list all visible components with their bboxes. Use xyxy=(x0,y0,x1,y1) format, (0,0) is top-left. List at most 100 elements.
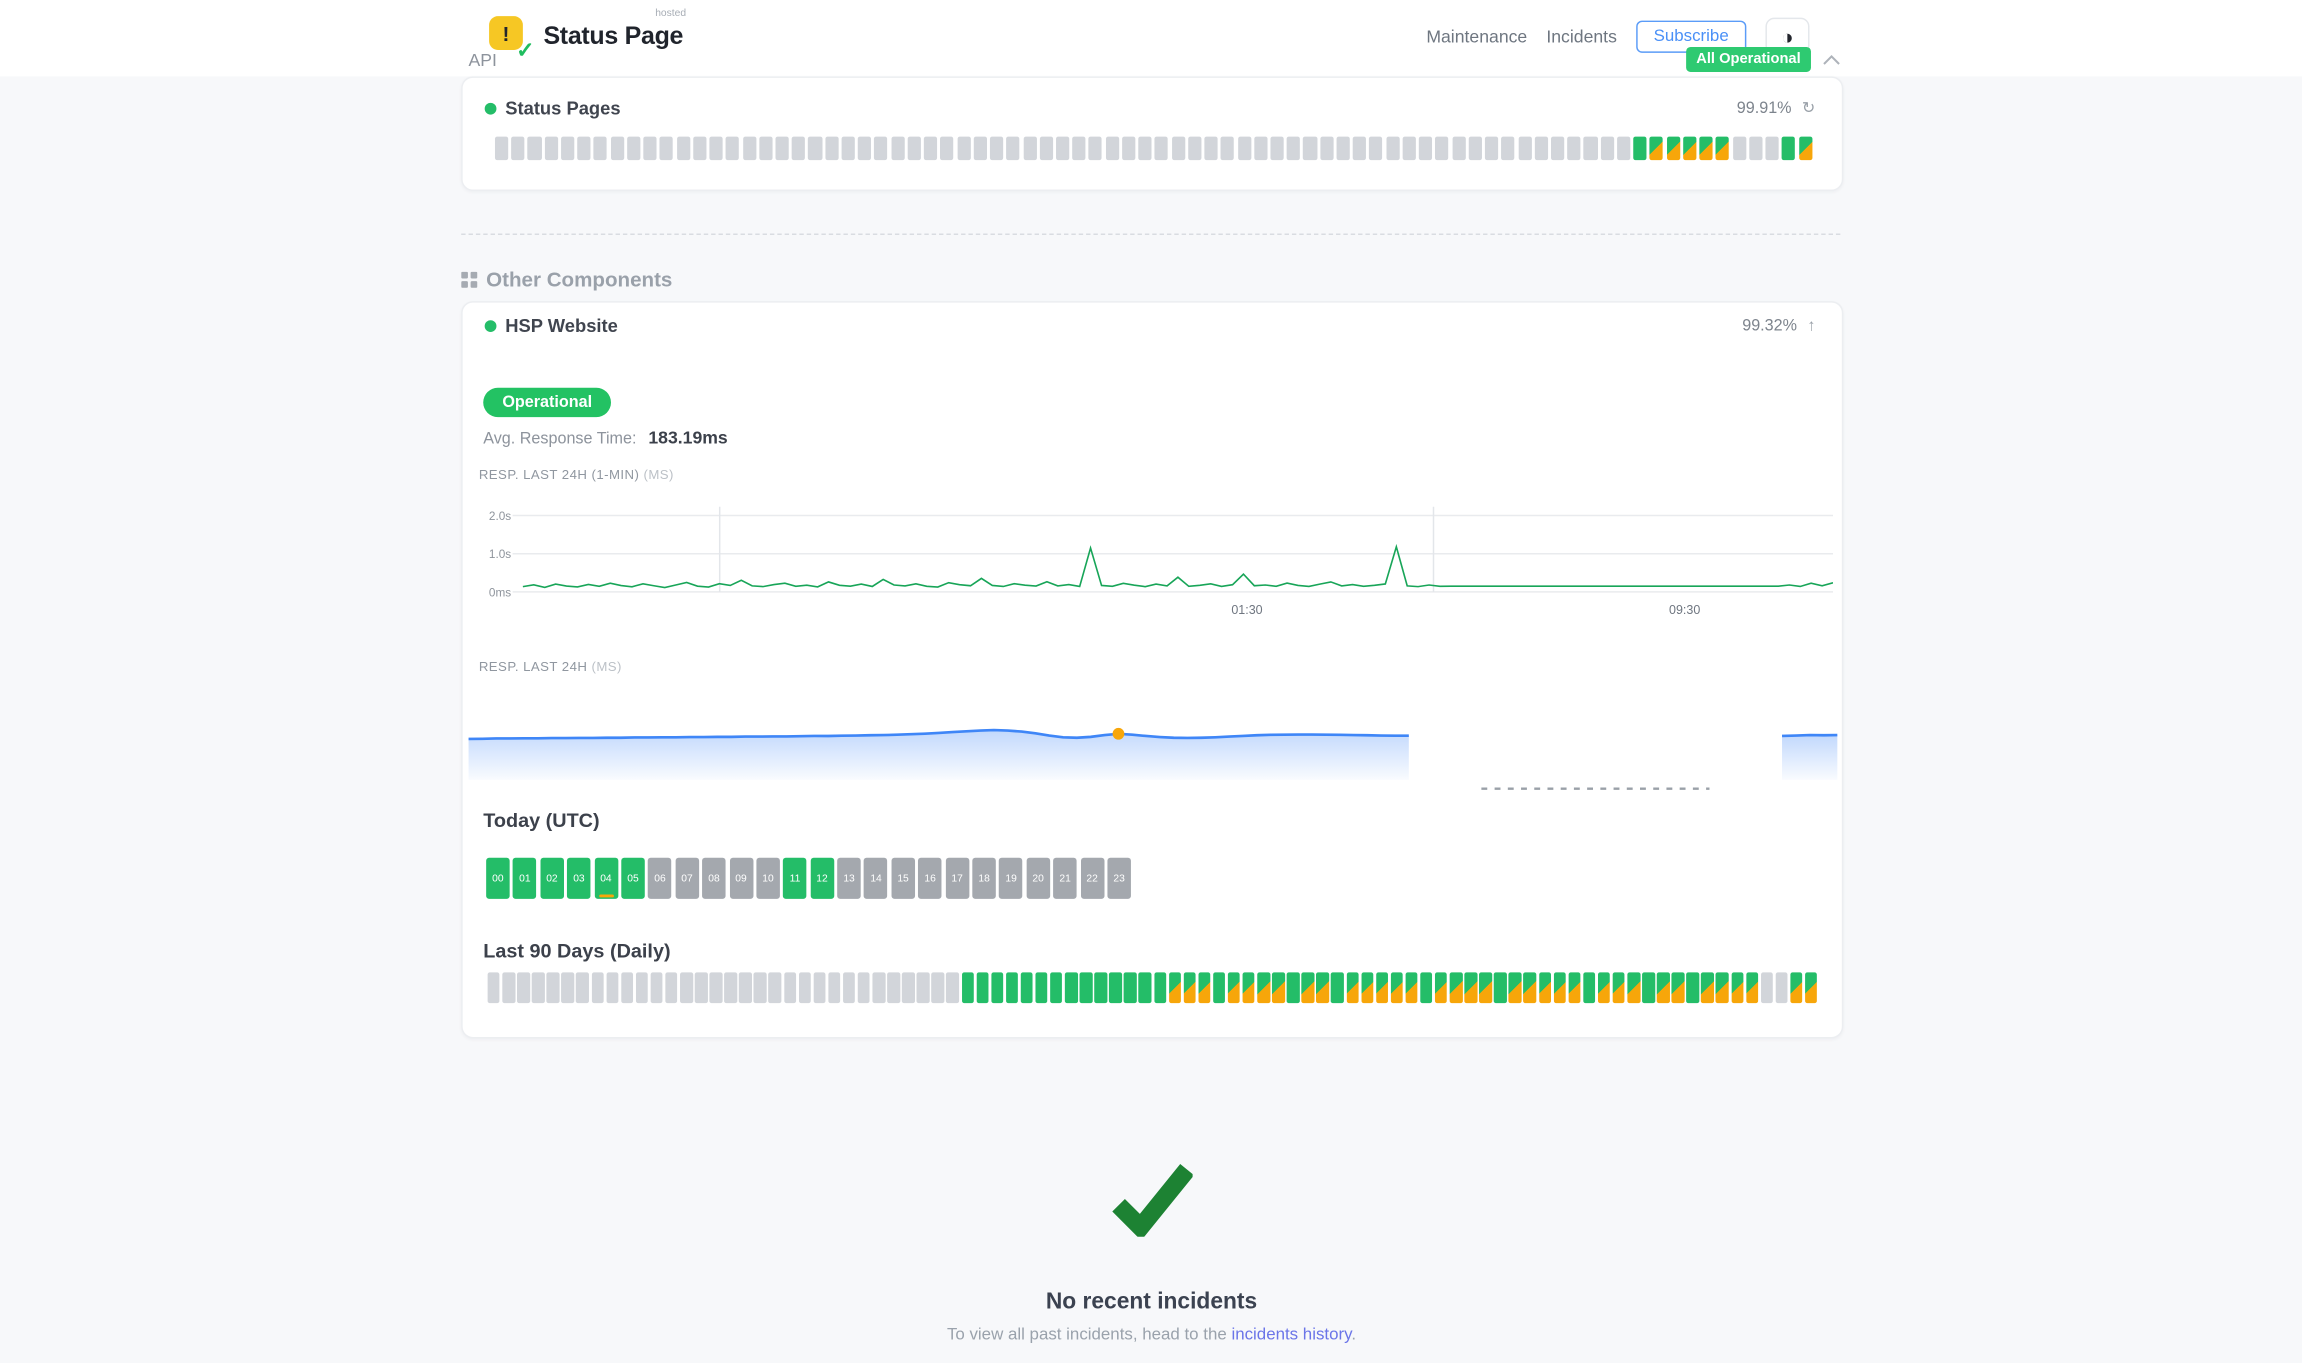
uptime-bar-mixed[interactable] xyxy=(1701,972,1714,1004)
uptime-bar-empty[interactable] xyxy=(650,972,663,1004)
response-time-line-chart[interactable]: 2.0s 1.0s 0ms 01:30 09:30 xyxy=(479,498,1833,623)
uptime-bar-up[interactable] xyxy=(1582,972,1596,1004)
subscribe-button[interactable]: Subscribe xyxy=(1635,19,1747,53)
hour-block-22[interactable]: 22 xyxy=(1080,857,1104,899)
uptime-bar-mixed[interactable] xyxy=(1745,972,1759,1004)
uptime-bar-up[interactable] xyxy=(1064,972,1078,1004)
uptime-bar-empty[interactable] xyxy=(487,972,501,1004)
uptime-bar-empty[interactable] xyxy=(798,972,811,1004)
hour-block-17[interactable]: 17 xyxy=(945,857,969,899)
uptime-bar-empty[interactable] xyxy=(1286,136,1301,161)
uptime-bar-up[interactable] xyxy=(1094,972,1107,1004)
uptime-bar-mixed[interactable] xyxy=(1568,972,1581,1004)
uptime-bar-up[interactable] xyxy=(1331,972,1344,1004)
uptime-bar-empty[interactable] xyxy=(828,972,841,1004)
uptime-bar-empty[interactable] xyxy=(709,136,723,161)
uptime-bar-empty[interactable] xyxy=(1171,136,1185,161)
uptime-bar-empty[interactable] xyxy=(808,136,822,161)
uptime-bar-empty[interactable] xyxy=(1006,136,1020,161)
uptime-bar-empty[interactable] xyxy=(577,136,591,161)
chart-marker-dot[interactable] xyxy=(1112,727,1125,740)
uptime-bar-empty[interactable] xyxy=(544,136,558,161)
uptime-bar-empty[interactable] xyxy=(692,136,707,161)
uptime-bar-empty[interactable] xyxy=(1484,136,1499,161)
uptime-bar-empty[interactable] xyxy=(511,136,525,161)
uptime-bar-empty[interactable] xyxy=(841,136,855,161)
uptime-bar-empty[interactable] xyxy=(561,972,575,1004)
hour-block-02[interactable]: 02 xyxy=(540,857,564,899)
uptime-bar-mixed[interactable] xyxy=(1301,972,1315,1004)
uptime-bar-empty[interactable] xyxy=(1617,136,1631,161)
uptime-bar-empty[interactable] xyxy=(502,972,515,1004)
uptime-bar-empty[interactable] xyxy=(1517,136,1532,161)
uptime-bar-mixed[interactable] xyxy=(1360,972,1374,1004)
hour-block-11[interactable]: 11 xyxy=(783,857,807,899)
uptime-bar-empty[interactable] xyxy=(665,972,678,1004)
hour-block-15[interactable]: 15 xyxy=(891,857,915,899)
uptime-bar-empty[interactable] xyxy=(610,136,624,161)
nav-incidents[interactable]: Incidents xyxy=(1546,25,1617,47)
uptime-bar-empty[interactable] xyxy=(1154,136,1169,161)
uptime-bar-up[interactable] xyxy=(1109,972,1122,1004)
uptime-bar-up[interactable] xyxy=(1138,972,1152,1004)
hour-block-01[interactable]: 01 xyxy=(513,857,537,899)
uptime-bar-empty[interactable] xyxy=(1121,136,1136,161)
uptime-bar-empty[interactable] xyxy=(1138,136,1152,161)
uptime-bar-mixed[interactable] xyxy=(1375,972,1389,1004)
uptime-bar-empty[interactable] xyxy=(824,136,839,161)
uptime-bar-mixed[interactable] xyxy=(1716,972,1729,1004)
uptime-bar-empty[interactable] xyxy=(940,136,954,161)
brand-logo[interactable]: ! ✓ Status Page hosted xyxy=(489,9,686,63)
uptime-bar-empty[interactable] xyxy=(1336,136,1350,161)
uptime-bar-empty[interactable] xyxy=(724,972,737,1004)
uptime-bar-empty[interactable] xyxy=(1303,136,1317,161)
uptime-bar-empty[interactable] xyxy=(1039,136,1053,161)
hour-block-07[interactable]: 07 xyxy=(675,857,699,899)
uptime-bar-empty[interactable] xyxy=(857,136,872,161)
uptime-bar-empty[interactable] xyxy=(527,136,542,161)
uptime-bar-empty[interactable] xyxy=(902,972,915,1004)
uptime-bar-up[interactable] xyxy=(1420,972,1433,1004)
uptime-bar-mixed[interactable] xyxy=(1597,972,1611,1004)
hour-block-20[interactable]: 20 xyxy=(1026,857,1050,899)
uptime-bar-empty[interactable] xyxy=(1732,136,1746,161)
uptime-bar-empty[interactable] xyxy=(1105,136,1119,161)
hour-block-19[interactable]: 19 xyxy=(999,857,1023,899)
uptime-bar-empty[interactable] xyxy=(643,136,657,161)
uptime-bar-mixed[interactable] xyxy=(1612,972,1626,1004)
uptime-bar-mixed[interactable] xyxy=(1538,972,1552,1004)
uptime-bar-empty[interactable] xyxy=(626,136,641,161)
uptime-bar-empty[interactable] xyxy=(754,972,767,1004)
uptime-bar-mixed[interactable] xyxy=(1405,972,1418,1004)
uptime-bar-empty[interactable] xyxy=(709,972,723,1004)
uptime-bar-empty[interactable] xyxy=(946,972,959,1004)
uptime-bar-mixed[interactable] xyxy=(1316,972,1330,1004)
refresh-icon[interactable]: ↻ xyxy=(1801,99,1816,117)
uptime-bar-up[interactable] xyxy=(1050,972,1063,1004)
uptime-bar-empty[interactable] xyxy=(659,136,674,161)
uptime-bar-up[interactable] xyxy=(1782,136,1796,161)
hour-block-14[interactable]: 14 xyxy=(864,857,888,899)
uptime-bar-mixed[interactable] xyxy=(1699,136,1713,161)
uptime-bar-empty[interactable] xyxy=(1253,136,1268,161)
hour-block-12[interactable]: 12 xyxy=(810,857,834,899)
hour-block-09[interactable]: 09 xyxy=(729,857,753,899)
uptime-bar-empty[interactable] xyxy=(956,136,971,161)
uptime-bar-mixed[interactable] xyxy=(1650,136,1664,161)
uptime-bar-empty[interactable] xyxy=(593,136,608,161)
uptime-bar-empty[interactable] xyxy=(1501,136,1515,161)
hour-block-05[interactable]: 05 xyxy=(621,857,645,899)
uptime-bar-mixed[interactable] xyxy=(1683,136,1697,161)
uptime-bar-empty[interactable] xyxy=(591,972,604,1004)
hour-block-16[interactable]: 16 xyxy=(918,857,942,899)
uptime-bar-mixed[interactable] xyxy=(1272,972,1285,1004)
uptime-bar-empty[interactable] xyxy=(742,136,756,161)
uptime-bar-up[interactable] xyxy=(1642,972,1655,1004)
uptime-bar-empty[interactable] xyxy=(725,136,740,161)
hour-block-21[interactable]: 21 xyxy=(1053,857,1077,899)
uptime-bar-empty[interactable] xyxy=(1534,136,1548,161)
uptime-bar-up[interactable] xyxy=(1035,972,1048,1004)
hour-block-13[interactable]: 13 xyxy=(837,857,861,899)
uptime-bar-mixed[interactable] xyxy=(1627,972,1640,1004)
uptime-bar-up[interactable] xyxy=(1212,972,1226,1004)
